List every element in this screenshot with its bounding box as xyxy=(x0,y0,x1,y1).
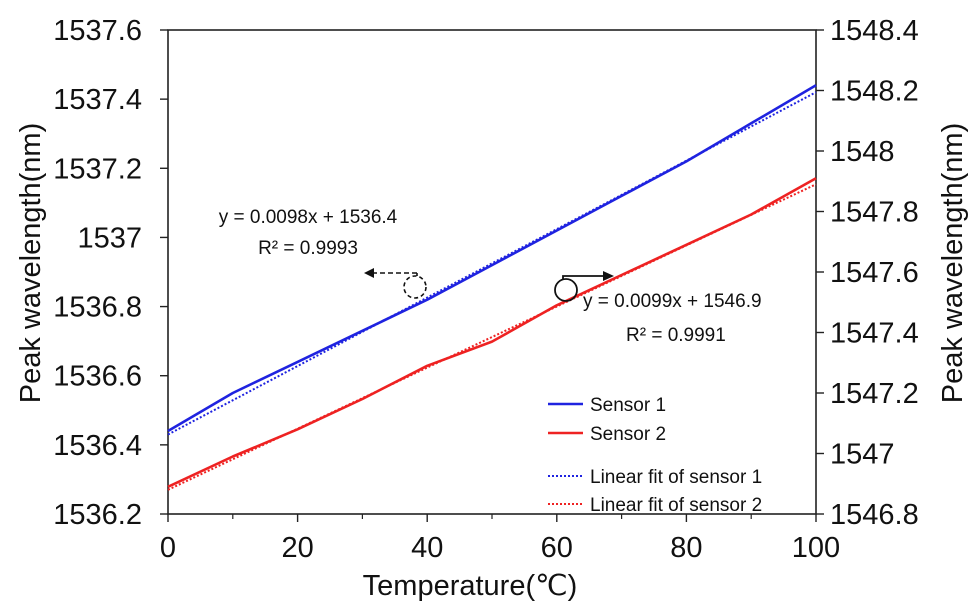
y-left-tick-label: 1536.2 xyxy=(53,499,142,531)
x-tick-label: 0 xyxy=(160,532,176,564)
y-left-tick-label: 1537.6 xyxy=(53,15,142,47)
x-tick-label: 60 xyxy=(541,532,573,564)
y-left-tick-label: 1537.4 xyxy=(53,84,142,116)
y-right-tick-label: 1548 xyxy=(830,136,895,168)
y-right-tick-label: 1547.8 xyxy=(830,197,919,229)
x-tick-label: 40 xyxy=(411,532,443,564)
y-right-tick-label: 1547.6 xyxy=(830,257,919,289)
series1-axis-marker-arrowhead xyxy=(364,268,374,278)
plot-frame xyxy=(167,29,817,515)
y-left-tick-label: 1537.2 xyxy=(53,153,142,185)
y-left-tick-label: 1537 xyxy=(77,222,142,254)
y-left-tick-label: 1536.6 xyxy=(53,361,142,393)
legend-label-fit-1: Linear fit of sensor 1 xyxy=(590,467,762,488)
tick-labels: 0 20 40 60 80 100 1536.2 1536.4 1536.6 1536.8 1537… xyxy=(53,15,918,564)
series-line-4 xyxy=(167,183,817,491)
legend-label-sensor-2: Sensor 2 xyxy=(590,424,666,445)
x-tick-label: 100 xyxy=(792,532,840,564)
y-axis-title-left: Peak wavelength(nm) xyxy=(15,123,47,403)
fit2-r2: R² = 0.9991 xyxy=(626,325,726,346)
series1-axis-marker-circle xyxy=(403,275,427,299)
series2-axis-marker-arrowhead xyxy=(603,271,614,281)
y-right-tick-label: 1547.2 xyxy=(830,378,919,410)
legend-label-fit-2: Linear fit of sensor 2 xyxy=(590,495,762,516)
fit1-equation: y = 0.0098x + 1536.4 xyxy=(219,207,398,228)
y-right-tick-label: 1547 xyxy=(830,439,895,471)
series2-axis-marker-leader xyxy=(562,275,604,280)
series2-axis-marker-circle xyxy=(554,278,578,302)
x-axis-title: Temperature(℃) xyxy=(363,570,578,602)
legend-label-sensor-1: Sensor 1 xyxy=(590,395,666,416)
legend: Sensor 1 Sensor 2 Linear fit of sensor 1… xyxy=(548,395,762,516)
x-tick-label: 80 xyxy=(670,532,702,564)
y-left-tick-label: 1536.8 xyxy=(53,292,142,324)
chart-marks xyxy=(167,84,817,491)
y-axis-title-right: Peak wavelength(nm) xyxy=(937,123,969,403)
y-right-tick-label: 1548.4 xyxy=(830,15,919,47)
x-tick-label: 20 xyxy=(281,532,313,564)
y-right-tick-label: 1548.2 xyxy=(830,76,919,108)
fit2-equation: y = 0.0099x + 1546.9 xyxy=(583,291,762,312)
series-line-1 xyxy=(167,84,817,433)
y-right-tick-label: 1547.4 xyxy=(830,318,919,350)
plot-area xyxy=(167,29,817,515)
fit1-r2: R² = 0.9993 xyxy=(258,238,358,259)
y-left-tick-label: 1536.4 xyxy=(53,430,142,462)
y-right-tick-label: 1546.8 xyxy=(830,499,919,531)
